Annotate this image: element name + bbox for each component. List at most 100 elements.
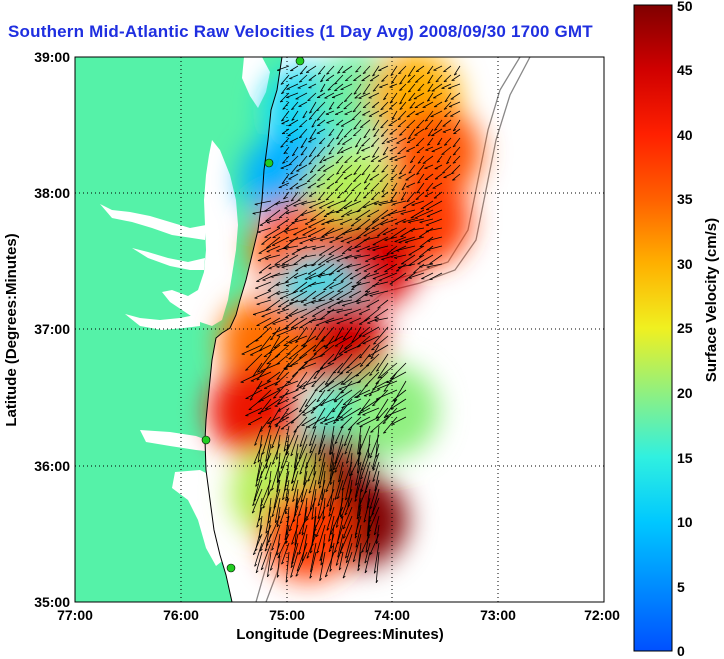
colorbar-tick-label: 10	[677, 514, 693, 530]
velocity-arrow-head	[344, 161, 348, 164]
velocity-arrow-head	[328, 549, 332, 553]
velocity-arrow	[308, 83, 317, 89]
velocity-arrow	[414, 128, 425, 136]
velocity-arrow	[361, 137, 371, 147]
velocity-arrow-head	[346, 461, 349, 464]
velocity-arrow	[290, 407, 308, 424]
velocity-arrow-head	[312, 349, 316, 352]
velocity-arrow-head	[363, 181, 367, 184]
velocity-arrow	[411, 200, 425, 206]
velocity-arrow-head	[371, 145, 375, 148]
velocity-arrow-head	[355, 70, 359, 73]
velocity-arrow	[353, 164, 362, 175]
velocity-arrow-head	[344, 190, 348, 193]
velocity-arrow	[286, 92, 299, 98]
velocity-arrow-head	[257, 231, 261, 234]
colorbar-tick-label: 50	[677, 0, 693, 14]
velocity-arrow	[265, 209, 281, 222]
velocity-arrow	[319, 137, 326, 145]
velocity-arrow-head	[363, 136, 367, 139]
velocity-arrow-head	[269, 568, 273, 571]
velocity-arrow	[309, 524, 317, 554]
velocity-arrow	[283, 191, 290, 200]
colorbar-tick-label: 5	[677, 579, 685, 595]
velocity-arrow	[370, 137, 380, 147]
velocity-arrow	[380, 218, 398, 225]
velocity-arrow	[302, 407, 317, 416]
velocity-arrow	[357, 425, 362, 455]
velocity-arrow	[309, 479, 317, 511]
velocity-arrow	[391, 182, 398, 192]
velocity-arrow	[327, 83, 335, 91]
velocity-arrow	[245, 335, 263, 348]
velocity-arrow-head	[334, 550, 337, 553]
velocity-arrow	[329, 290, 344, 300]
velocity-arrow	[390, 398, 407, 410]
velocity-arrow-head	[319, 142, 323, 145]
velocity-arrow	[268, 263, 281, 269]
velocity-arrow	[317, 434, 326, 455]
velocity-arrow	[293, 416, 308, 433]
velocity-arrow	[372, 254, 389, 260]
velocity-arrow-head	[280, 82, 284, 85]
velocity-arrow-head	[319, 578, 322, 581]
colorbar-tick-label: 25	[677, 320, 693, 336]
velocity-arrow	[336, 308, 353, 313]
velocity-arrow	[347, 416, 362, 431]
velocity-arrow	[308, 110, 317, 120]
velocity-arrow-head	[282, 107, 286, 110]
velocity-arrow-head	[357, 568, 360, 572]
velocity-arrow	[318, 290, 335, 301]
velocity-arrow	[342, 65, 353, 73]
velocity-arrow	[299, 452, 308, 475]
chesapeake-bay	[162, 140, 238, 326]
velocity-arrow-head	[255, 570, 259, 574]
velocity-arrow	[333, 524, 344, 553]
velocity-arrow-head	[359, 364, 364, 367]
velocity-arrow-head	[335, 162, 339, 164]
velocity-arrow	[399, 83, 407, 91]
velocity-arrow	[336, 101, 344, 109]
velocity-arrow	[400, 191, 407, 201]
velocity-arrow	[443, 101, 452, 110]
velocity-arrow	[362, 272, 380, 279]
velocity-arrow	[276, 353, 290, 365]
velocity-arrow	[383, 416, 398, 434]
velocity-arrow	[344, 308, 362, 316]
velocity-arrow	[264, 227, 281, 238]
velocity-arrow-head	[307, 479, 311, 482]
velocity-arrow-head	[299, 125, 303, 128]
velocity-arrow	[298, 515, 308, 535]
velocity-arrow	[378, 362, 398, 379]
velocity-arrow-head	[290, 575, 293, 578]
velocity-arrow	[424, 119, 434, 130]
velocity-arrow	[278, 182, 290, 188]
velocity-arrow-head	[298, 164, 302, 167]
velocity-arrow-head	[407, 74, 411, 77]
velocity-arrow	[443, 173, 452, 179]
velocity-arrow-head	[383, 389, 387, 392]
velocity-arrow-head	[315, 534, 319, 538]
velocity-arrow-head	[283, 448, 287, 452]
velocity-arrow	[355, 290, 371, 302]
velocity-arrow-head	[337, 152, 341, 154]
velocity-arrow	[256, 272, 272, 282]
velocity-arrow-head	[316, 400, 320, 403]
velocity-arrow-head	[261, 451, 265, 455]
velocity-arrow-head	[274, 384, 278, 386]
velocity-arrow	[345, 542, 353, 563]
velocity-arrow-head	[359, 356, 363, 359]
velocity-arrow	[259, 416, 272, 432]
velocity-arrow	[280, 137, 290, 148]
velocity-arrow-head	[343, 403, 347, 406]
velocity-arrow	[362, 335, 380, 344]
velocity-arrow	[327, 200, 344, 208]
velocity-arrow	[342, 515, 353, 539]
velocity-arrow	[340, 119, 353, 127]
colorbar-tick-label: 45	[677, 62, 693, 78]
velocity-arrow	[363, 227, 380, 237]
velocity-arrow	[408, 245, 425, 256]
velocity-arrow	[290, 65, 299, 72]
velocity-arrow	[342, 551, 353, 579]
velocity-arrow-head	[369, 455, 373, 459]
